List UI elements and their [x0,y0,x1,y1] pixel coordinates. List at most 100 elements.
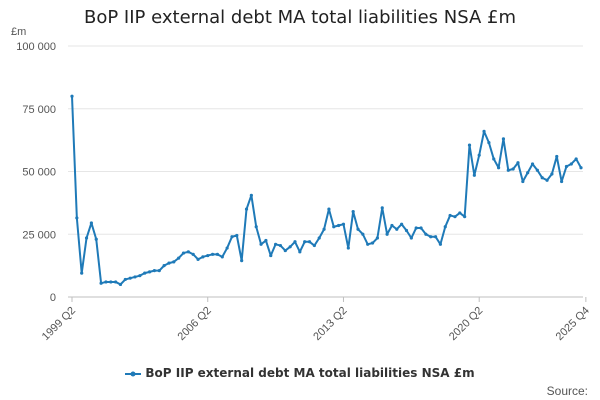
data-point [569,162,573,166]
y-tick-label: 0 [50,292,56,304]
data-point [341,222,346,226]
data-point [177,256,181,260]
data-point [181,251,186,255]
data-point [511,167,515,171]
data-point [521,179,525,184]
data-point [438,242,443,246]
data-point [123,277,127,282]
data-point [152,269,157,273]
data-point [215,252,220,256]
data-point [346,246,350,250]
data-point [564,164,569,169]
data-point [337,223,341,228]
data-point [84,236,89,240]
x-tick-label: 2013 Q2 [311,305,349,343]
data-point [501,137,506,141]
y-tick-label: 25 000 [22,229,56,241]
data-point [312,243,316,248]
data-point [307,240,312,244]
legend[interactable]: BoP IIP external debt MA total liabiliti… [0,366,600,380]
data-point [385,232,389,236]
data-point [104,280,108,284]
data-point [404,228,409,233]
data-point [574,157,578,161]
data-point [259,242,263,246]
data-point [240,259,244,263]
data-point [579,166,583,170]
data-point [191,252,195,256]
data-point [472,173,476,177]
data-point [298,250,302,254]
data-point [288,245,292,249]
data-point [453,215,457,219]
data-point [196,257,200,261]
data-point [230,235,234,239]
data-point [162,264,166,268]
data-point [128,276,132,280]
data-point [560,179,564,184]
data-point [201,255,205,259]
data-point [375,236,379,240]
data-point [303,240,307,244]
data-point [225,246,229,250]
data-point [380,206,384,210]
data-point [143,271,147,275]
data-point [70,94,74,98]
x-axis-ticks: 1999 Q2 2006 Q2 2013 Q2 2020 Q2 2025 Q4 [40,297,592,343]
data-point [366,242,370,246]
data-point [220,255,224,259]
data-point [322,227,326,231]
series-layer [70,94,583,287]
x-tick-label: 2025 Q4 [554,305,592,343]
data-point [89,221,93,225]
data-point [235,233,239,238]
data-point [419,226,423,230]
data-point [351,210,355,214]
data-point [526,171,530,175]
data-point [443,225,447,229]
data-point [133,275,137,279]
data-point [487,141,491,145]
data-point [400,222,404,226]
data-point [210,252,215,256]
legend-label: BoP IIP external debt MA total liabiliti… [145,366,475,380]
data-point [327,207,331,211]
x-tick-label: 2006 Q2 [176,305,214,343]
y-axis-unit-label: £m [11,26,27,38]
data-point [535,168,539,172]
data-point [545,178,549,182]
y-tick-label: 50 000 [22,167,56,179]
data-point [114,280,118,284]
y-tick-label: 100 000 [16,41,56,53]
data-point [424,232,428,236]
chart-title: BoP IIP external debt MA total liabiliti… [83,7,516,28]
data-point [477,153,481,157]
data-point [433,235,438,239]
data-point [94,237,98,241]
data-point [356,227,360,231]
data-point [429,235,433,239]
data-point [448,213,452,218]
data-point [530,162,535,166]
data-point [390,223,394,228]
data-point [157,269,161,273]
data-point [206,253,210,258]
data-point [467,143,472,147]
data-point [540,176,544,180]
data-point [249,193,253,197]
data-point [167,261,171,265]
data-point [555,154,559,159]
data-point [550,172,554,176]
source-label[interactable]: Source: [546,384,588,398]
data-point [147,270,152,274]
data-point [463,215,467,219]
data-point [138,274,142,278]
data-point [395,227,399,231]
data-point [361,232,365,236]
data-point [458,211,462,215]
data-point [254,225,258,229]
data-point [244,207,249,211]
data-point [75,216,79,220]
data-point [274,242,278,246]
